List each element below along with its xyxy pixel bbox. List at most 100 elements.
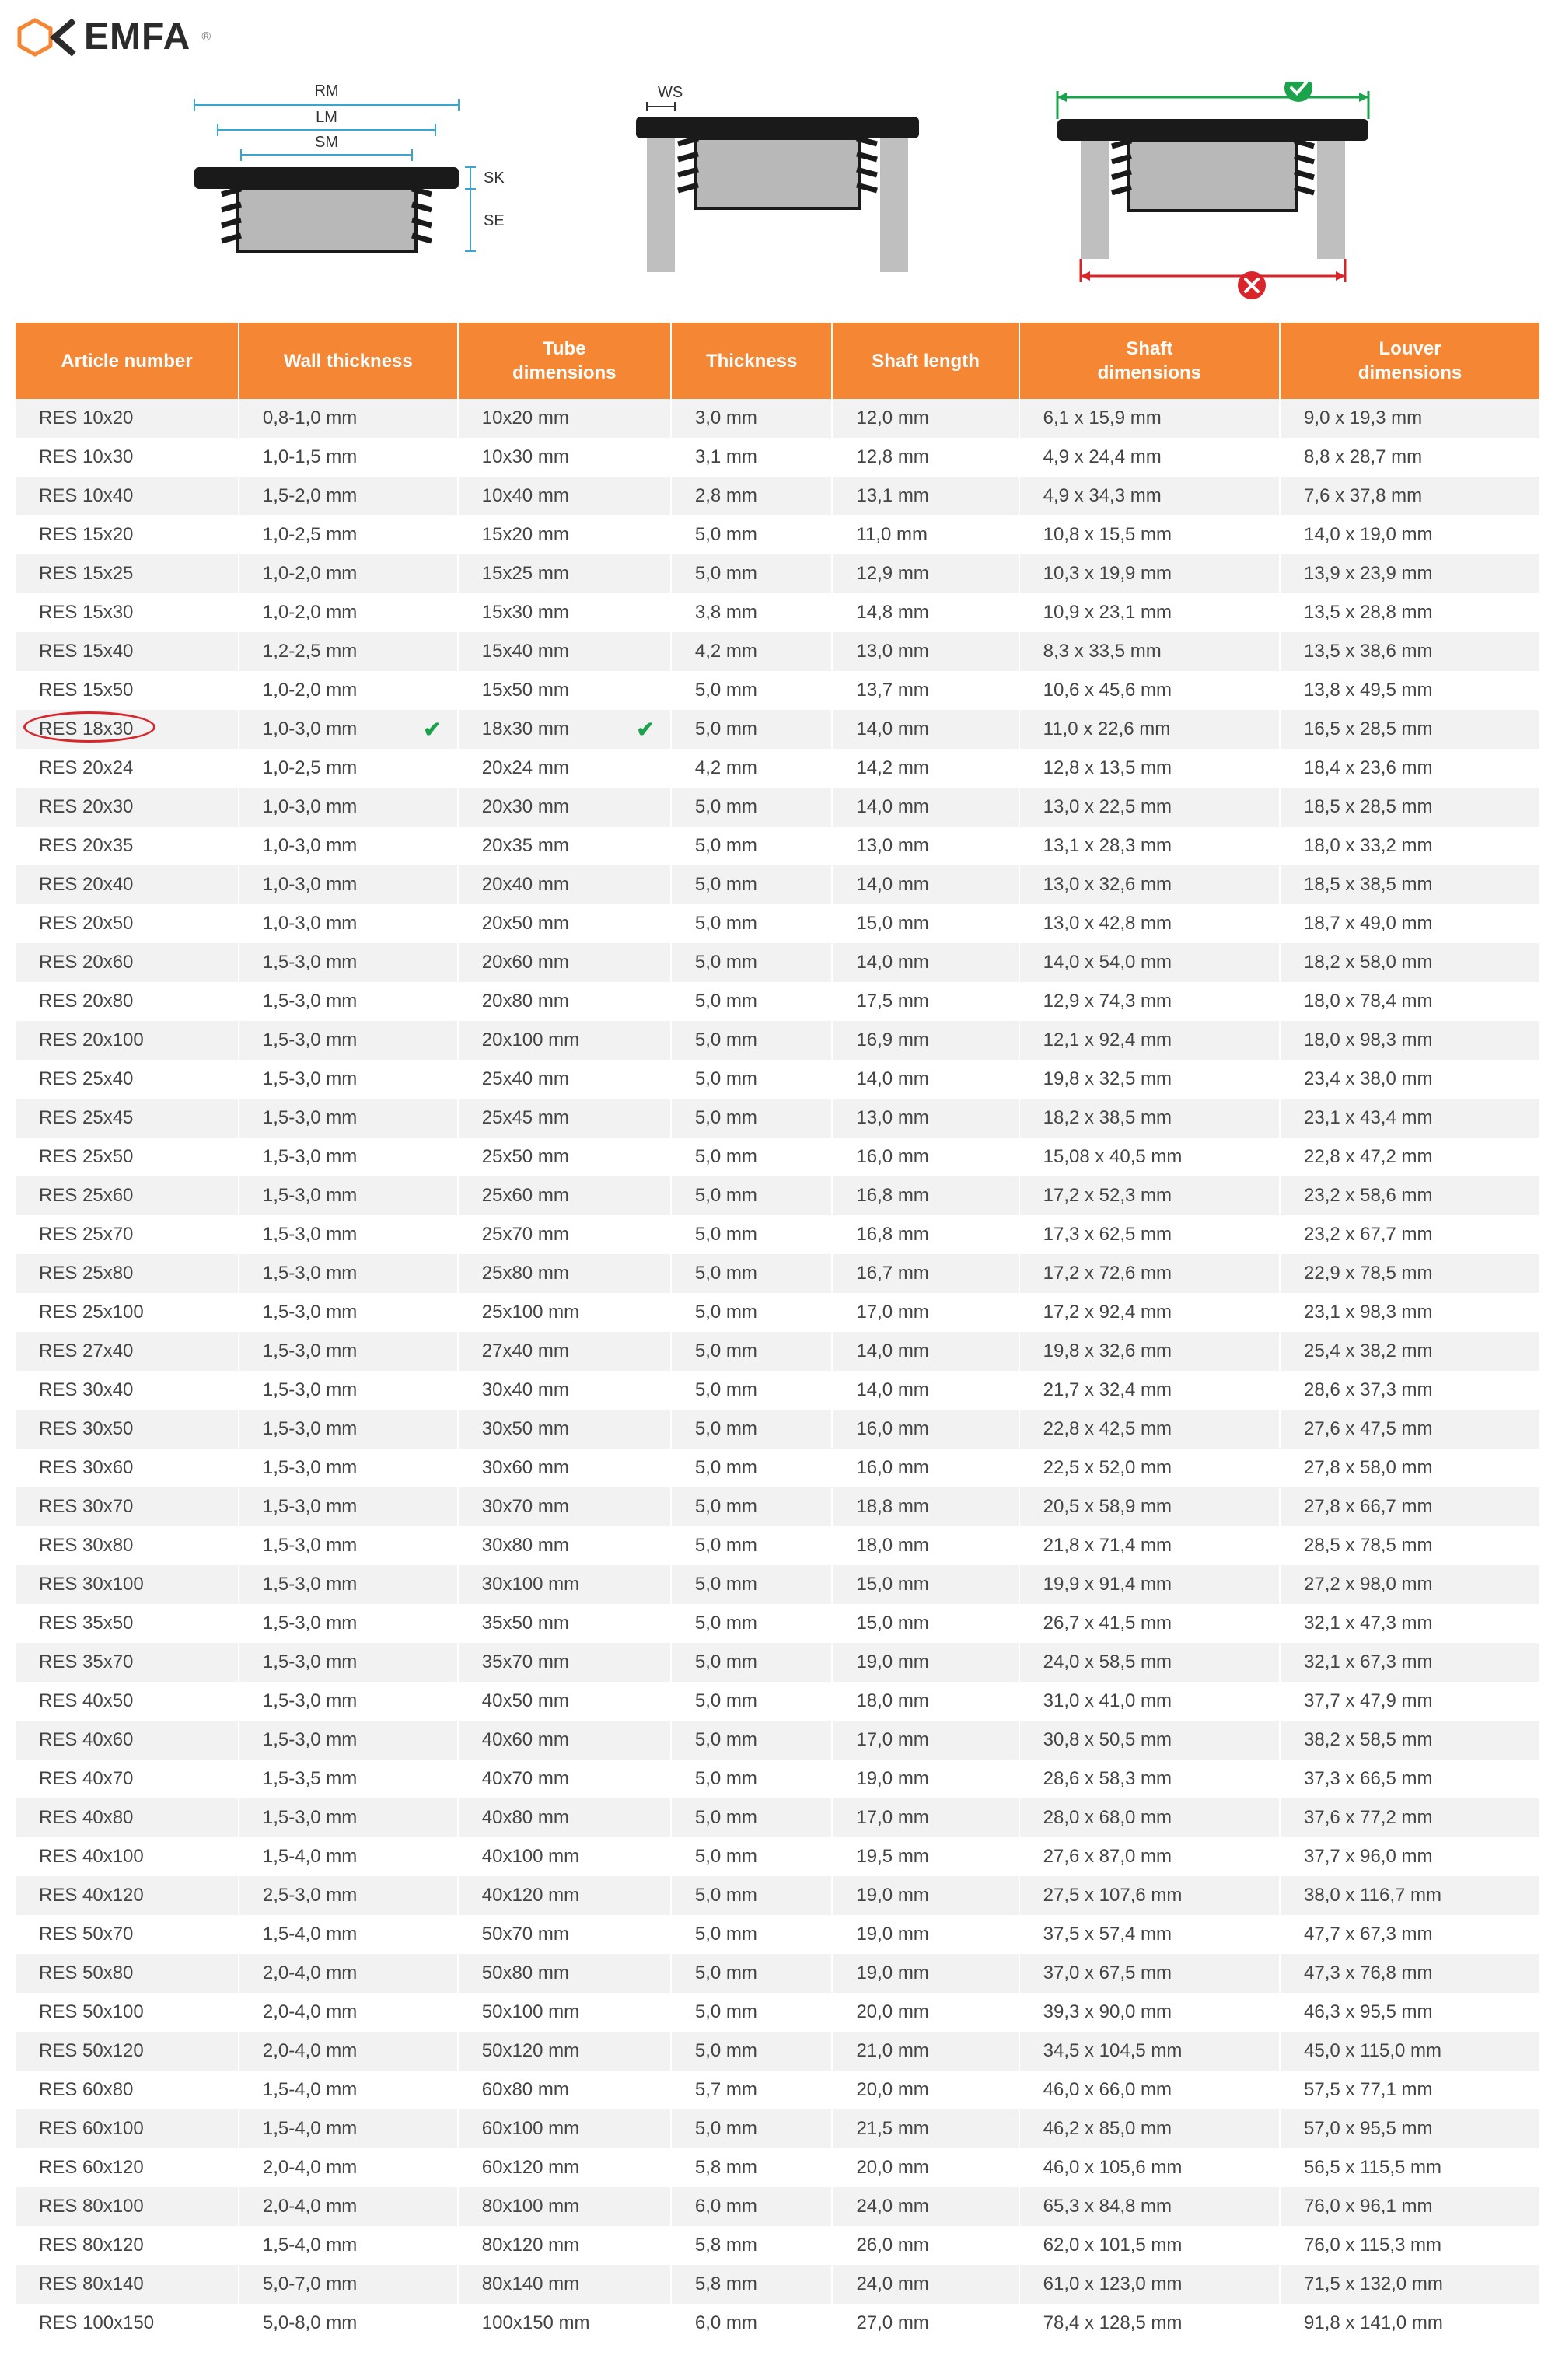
table-cell: RES 20x35 (16, 827, 239, 865)
table-cell: 16,8 mm (832, 1176, 1019, 1215)
table-cell: 15x50 mm (458, 671, 671, 710)
table-cell: 23,2 x 58,6 mm (1280, 1176, 1539, 1215)
table-cell: 71,5 x 132,0 mm (1280, 2265, 1539, 2304)
table-cell: 62,0 x 101,5 mm (1019, 2226, 1280, 2265)
table-cell: 18,8 mm (832, 1487, 1019, 1526)
table-cell: 20x60 mm (458, 943, 671, 982)
table-cell: 8,8 x 28,7 mm (1280, 438, 1539, 477)
table-cell: 10,6 x 45,6 mm (1019, 671, 1280, 710)
column-header: Shaft length (832, 323, 1019, 399)
table-row: RES 80x1201,5-4,0 mm80x120 mm5,8 mm26,0 … (16, 2226, 1539, 2265)
table-cell: 45,0 x 115,0 mm (1280, 2032, 1539, 2071)
table-cell: 1,2-2,5 mm (239, 632, 458, 671)
table-cell: 16,0 mm (832, 1138, 1019, 1176)
table-cell: RES 80x120 (16, 2226, 239, 2265)
table-row: RES 20x1001,5-3,0 mm20x100 mm5,0 mm16,9 … (16, 1021, 1539, 1060)
table-cell: 6,1 x 15,9 mm (1019, 399, 1280, 438)
table-row: RES 40x501,5-3,0 mm40x50 mm5,0 mm18,0 mm… (16, 1682, 1539, 1721)
table-cell: 5,0 mm (671, 554, 833, 593)
table-cell: 5,0 mm (671, 1643, 833, 1682)
table-cell: 1,0-3,0 mm (239, 788, 458, 827)
table-cell: 46,0 x 66,0 mm (1019, 2071, 1280, 2109)
table-cell: 1,5-4,0 mm (239, 1837, 458, 1876)
table-cell: 27,8 x 58,0 mm (1280, 1449, 1539, 1487)
table-row: RES 35x501,5-3,0 mm35x50 mm5,0 mm15,0 mm… (16, 1604, 1539, 1643)
table-cell: 15,0 mm (832, 904, 1019, 943)
table-cell: 38,2 x 58,5 mm (1280, 1721, 1539, 1760)
table-cell: 40x60 mm (458, 1721, 671, 1760)
table-cell: 100x150 mm (458, 2304, 671, 2343)
label-rm: RM (314, 82, 338, 100)
table-cell: RES 30x50 (16, 1410, 239, 1449)
table-cell: 3,1 mm (671, 438, 833, 477)
table-cell: 18,5 x 38,5 mm (1280, 865, 1539, 904)
table-cell: 1,5-3,0 mm (239, 1565, 458, 1604)
table-cell: 50x100 mm (458, 1993, 671, 2032)
table-cell: 13,9 x 23,9 mm (1280, 554, 1539, 593)
table-row: RES 25x701,5-3,0 mm25x70 mm5,0 mm16,8 mm… (16, 1215, 1539, 1254)
table-row: RES 25x801,5-3,0 mm25x80 mm5,0 mm16,7 mm… (16, 1254, 1539, 1293)
table-cell: 24,0 mm (832, 2265, 1019, 2304)
table-cell: RES 50x80 (16, 1954, 239, 1993)
table-cell: 13,1 mm (832, 477, 1019, 515)
table-cell: 1,5-3,0 mm (239, 1021, 458, 1060)
table-cell: RES 20x100 (16, 1021, 239, 1060)
table-cell: 1,0-2,5 mm (239, 749, 458, 788)
table-cell: 18,0 x 78,4 mm (1280, 982, 1539, 1021)
table-cell: 14,2 mm (832, 749, 1019, 788)
table-row: RES 40x1202,5-3,0 mm40x120 mm5,0 mm19,0 … (16, 1876, 1539, 1915)
table-row: RES 20x351,0-3,0 mm20x35 mm5,0 mm13,0 mm… (16, 827, 1539, 865)
table-cell: 5,0 mm (671, 904, 833, 943)
table-cell: 46,0 x 105,6 mm (1019, 2148, 1280, 2187)
table-row: RES 50x701,5-4,0 mm50x70 mm5,0 mm19,0 mm… (16, 1915, 1539, 1954)
table-row: RES 25x1001,5-3,0 mm25x100 mm5,0 mm17,0 … (16, 1293, 1539, 1332)
table-cell: 1,0-2,5 mm (239, 515, 458, 554)
table-row: RES 50x1002,0-4,0 mm50x100 mm5,0 mm20,0 … (16, 1993, 1539, 2032)
table-cell: 27,8 x 66,7 mm (1280, 1487, 1539, 1526)
table-cell: 16,0 mm (832, 1410, 1019, 1449)
column-header: Shaftdimensions (1019, 323, 1280, 399)
table-cell: 18,7 x 49,0 mm (1280, 904, 1539, 943)
table-cell: RES 35x70 (16, 1643, 239, 1682)
table-cell: 5,0 mm (671, 1876, 833, 1915)
table-cell: 5,0 mm (671, 1604, 833, 1643)
table-cell: RES 80x140 (16, 2265, 239, 2304)
table-cell: 5,0 mm (671, 2109, 833, 2148)
table-cell: 8,3 x 33,5 mm (1019, 632, 1280, 671)
diagram-correct-incorrect (1034, 82, 1392, 299)
table-cell: 38,0 x 116,7 mm (1280, 1876, 1539, 1915)
table-row: RES 35x701,5-3,0 mm35x70 mm5,0 mm19,0 mm… (16, 1643, 1539, 1682)
table-cell: 1,0-1,5 mm (239, 438, 458, 477)
table-cell: 25,4 x 38,2 mm (1280, 1332, 1539, 1371)
table-cell: 5,0 mm (671, 1371, 833, 1410)
table-cell: 50x80 mm (458, 1954, 671, 1993)
table-cell: 5,0-7,0 mm (239, 2265, 458, 2304)
table-cell: 1,5-3,0 mm (239, 1332, 458, 1371)
table-cell: RES 20x24 (16, 749, 239, 788)
table-cell: 20x40 mm (458, 865, 671, 904)
table-row: RES 20x601,5-3,0 mm20x60 mm5,0 mm14,0 mm… (16, 943, 1539, 982)
table-row: RES 50x1202,0-4,0 mm50x120 mm5,0 mm21,0 … (16, 2032, 1539, 2071)
table-cell: 7,6 x 37,8 mm (1280, 477, 1539, 515)
table-cell: 78,4 x 128,5 mm (1019, 2304, 1280, 2343)
table-cell: RES 25x40 (16, 1060, 239, 1099)
table-cell: 21,0 mm (832, 2032, 1019, 2071)
table-cell: 30,8 x 50,5 mm (1019, 1721, 1280, 1760)
table-cell: 1,5-3,0 mm (239, 1371, 458, 1410)
column-header: Article number (16, 323, 239, 399)
table-cell: 15,08 x 40,5 mm (1019, 1138, 1280, 1176)
table-cell: 1,5-3,0 mm (239, 1410, 458, 1449)
table-cell: 20x50 mm (458, 904, 671, 943)
table-cell: 28,5 x 78,5 mm (1280, 1526, 1539, 1565)
table-cell: 10,8 x 15,5 mm (1019, 515, 1280, 554)
table-cell: 17,0 mm (832, 1721, 1019, 1760)
table-cell: 20x24 mm (458, 749, 671, 788)
column-header: Thickness (671, 323, 833, 399)
table-cell: 20x80 mm (458, 982, 671, 1021)
table-cell: 5,0 mm (671, 1526, 833, 1565)
table-cell: 1,5-3,0 mm (239, 943, 458, 982)
table-row: RES 30x501,5-3,0 mm30x50 mm5,0 mm16,0 mm… (16, 1410, 1539, 1449)
diagram-dimensions: RM LM SM SK SE (163, 82, 521, 284)
table-cell: 19,0 mm (832, 1915, 1019, 1954)
table-cell: RES 25x60 (16, 1176, 239, 1215)
